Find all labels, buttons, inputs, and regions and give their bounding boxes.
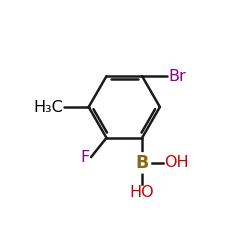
Text: Br: Br	[168, 69, 186, 84]
Text: OH: OH	[164, 155, 189, 170]
Text: F: F	[81, 150, 90, 164]
Text: H₃C: H₃C	[33, 100, 63, 114]
Text: B: B	[136, 154, 149, 172]
Text: HO: HO	[130, 185, 154, 200]
